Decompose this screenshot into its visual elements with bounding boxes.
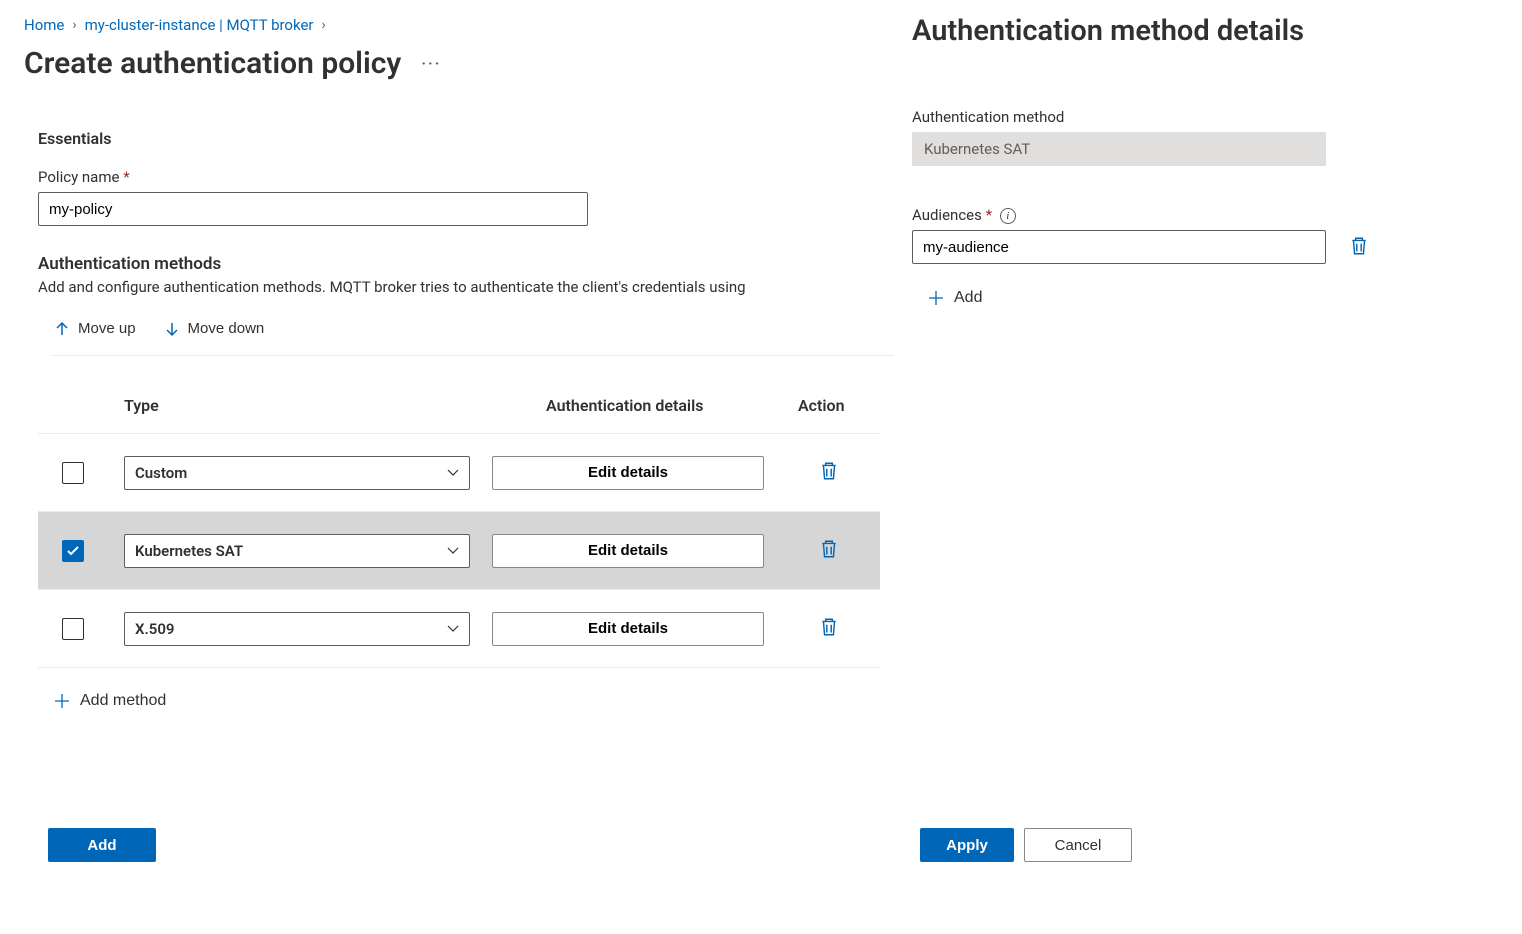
- auth-method-value: Kubernetes SAT: [924, 140, 1030, 158]
- chevron-right-icon: ›: [321, 17, 325, 33]
- chevron-down-icon: [447, 545, 459, 557]
- details-panel: Authentication method details Authentica…: [912, 0, 1392, 934]
- main-content: Home › my-cluster-instance | MQTT broker…: [0, 0, 880, 934]
- chevron-right-icon: ›: [72, 17, 76, 33]
- type-select-value: X.509: [135, 620, 174, 638]
- type-select-value: Custom: [135, 464, 187, 482]
- edit-details-button[interactable]: Edit details: [492, 534, 764, 568]
- chevron-down-icon: [447, 467, 459, 479]
- more-icon[interactable]: ···: [421, 54, 441, 73]
- add-method-label: Add method: [80, 692, 166, 710]
- row-checkbox[interactable]: [62, 618, 84, 640]
- table-row: Custom Edit details: [38, 434, 880, 512]
- type-select[interactable]: X.509: [124, 612, 470, 646]
- move-down-label: Move down: [188, 320, 265, 337]
- type-select[interactable]: Custom: [124, 456, 470, 490]
- add-button[interactable]: Add: [48, 828, 156, 862]
- type-select-value: Kubernetes SAT: [135, 542, 243, 560]
- apply-button[interactable]: Apply: [920, 828, 1014, 862]
- add-audience-button[interactable]: Add: [922, 288, 988, 308]
- audiences-label: Audiences * i: [912, 206, 1392, 224]
- auth-method-readonly: Kubernetes SAT: [912, 132, 1326, 166]
- methods-table: Type Authentication details Action Custo…: [38, 366, 880, 668]
- panel-footer: Apply Cancel: [920, 828, 1132, 862]
- auth-methods-description: Add and configure authentication methods…: [38, 278, 880, 296]
- breadcrumb-home[interactable]: Home: [24, 16, 64, 34]
- policy-name-label: Policy name *: [38, 168, 880, 186]
- check-icon: [66, 544, 80, 558]
- policy-name-label-text: Policy name: [38, 168, 119, 186]
- trash-icon: [820, 539, 838, 559]
- cancel-button[interactable]: Cancel: [1024, 828, 1132, 862]
- table-row: Kubernetes SAT Edit details: [38, 512, 880, 590]
- move-up-label: Move up: [78, 320, 136, 337]
- chevron-down-icon: [447, 623, 459, 635]
- delete-audience-button[interactable]: [1346, 232, 1372, 263]
- required-asterisk: *: [986, 206, 992, 224]
- arrow-up-icon: [54, 321, 70, 337]
- delete-row-button[interactable]: [816, 457, 842, 488]
- trash-icon: [820, 461, 838, 481]
- breadcrumb-cluster[interactable]: my-cluster-instance | MQTT broker: [85, 16, 314, 34]
- edit-details-button[interactable]: Edit details: [492, 456, 764, 490]
- table-row: X.509 Edit details: [38, 590, 880, 668]
- info-icon[interactable]: i: [1000, 208, 1016, 224]
- table-header: Type Authentication details Action: [38, 366, 880, 434]
- trash-icon: [1350, 236, 1368, 256]
- delete-row-button[interactable]: [816, 535, 842, 566]
- move-up-button[interactable]: Move up: [52, 316, 138, 341]
- audience-input[interactable]: [912, 230, 1326, 264]
- policy-name-input[interactable]: [38, 192, 588, 226]
- methods-toolbar: Move up Move down: [52, 316, 894, 356]
- essentials-heading: Essentials: [38, 129, 880, 148]
- move-down-button[interactable]: Move down: [162, 316, 267, 341]
- plus-icon: [928, 290, 944, 306]
- audiences-row: [912, 230, 1392, 264]
- column-action: Action: [776, 396, 880, 415]
- page-title: Create authentication policy ···: [24, 46, 880, 81]
- edit-details-button[interactable]: Edit details: [492, 612, 764, 646]
- row-checkbox[interactable]: [62, 462, 84, 484]
- plus-icon: [54, 693, 70, 709]
- panel-title: Authentication method details: [912, 14, 1392, 48]
- type-select[interactable]: Kubernetes SAT: [124, 534, 470, 568]
- auth-method-label: Authentication method: [912, 108, 1392, 126]
- row-checkbox[interactable]: [62, 540, 84, 562]
- arrow-down-icon: [164, 321, 180, 337]
- main-footer: Add: [48, 828, 156, 862]
- breadcrumb: Home › my-cluster-instance | MQTT broker…: [24, 16, 880, 34]
- audiences-label-text: Audiences: [912, 206, 982, 224]
- column-auth-details: Authentication details: [492, 396, 776, 415]
- trash-icon: [820, 617, 838, 637]
- auth-methods-heading: Authentication methods: [38, 254, 880, 274]
- add-method-button[interactable]: Add method: [52, 688, 168, 714]
- column-type: Type: [120, 396, 492, 415]
- delete-row-button[interactable]: [816, 613, 842, 644]
- add-audience-label: Add: [954, 289, 982, 307]
- required-asterisk: *: [123, 168, 129, 186]
- page-title-text: Create authentication policy: [24, 46, 401, 81]
